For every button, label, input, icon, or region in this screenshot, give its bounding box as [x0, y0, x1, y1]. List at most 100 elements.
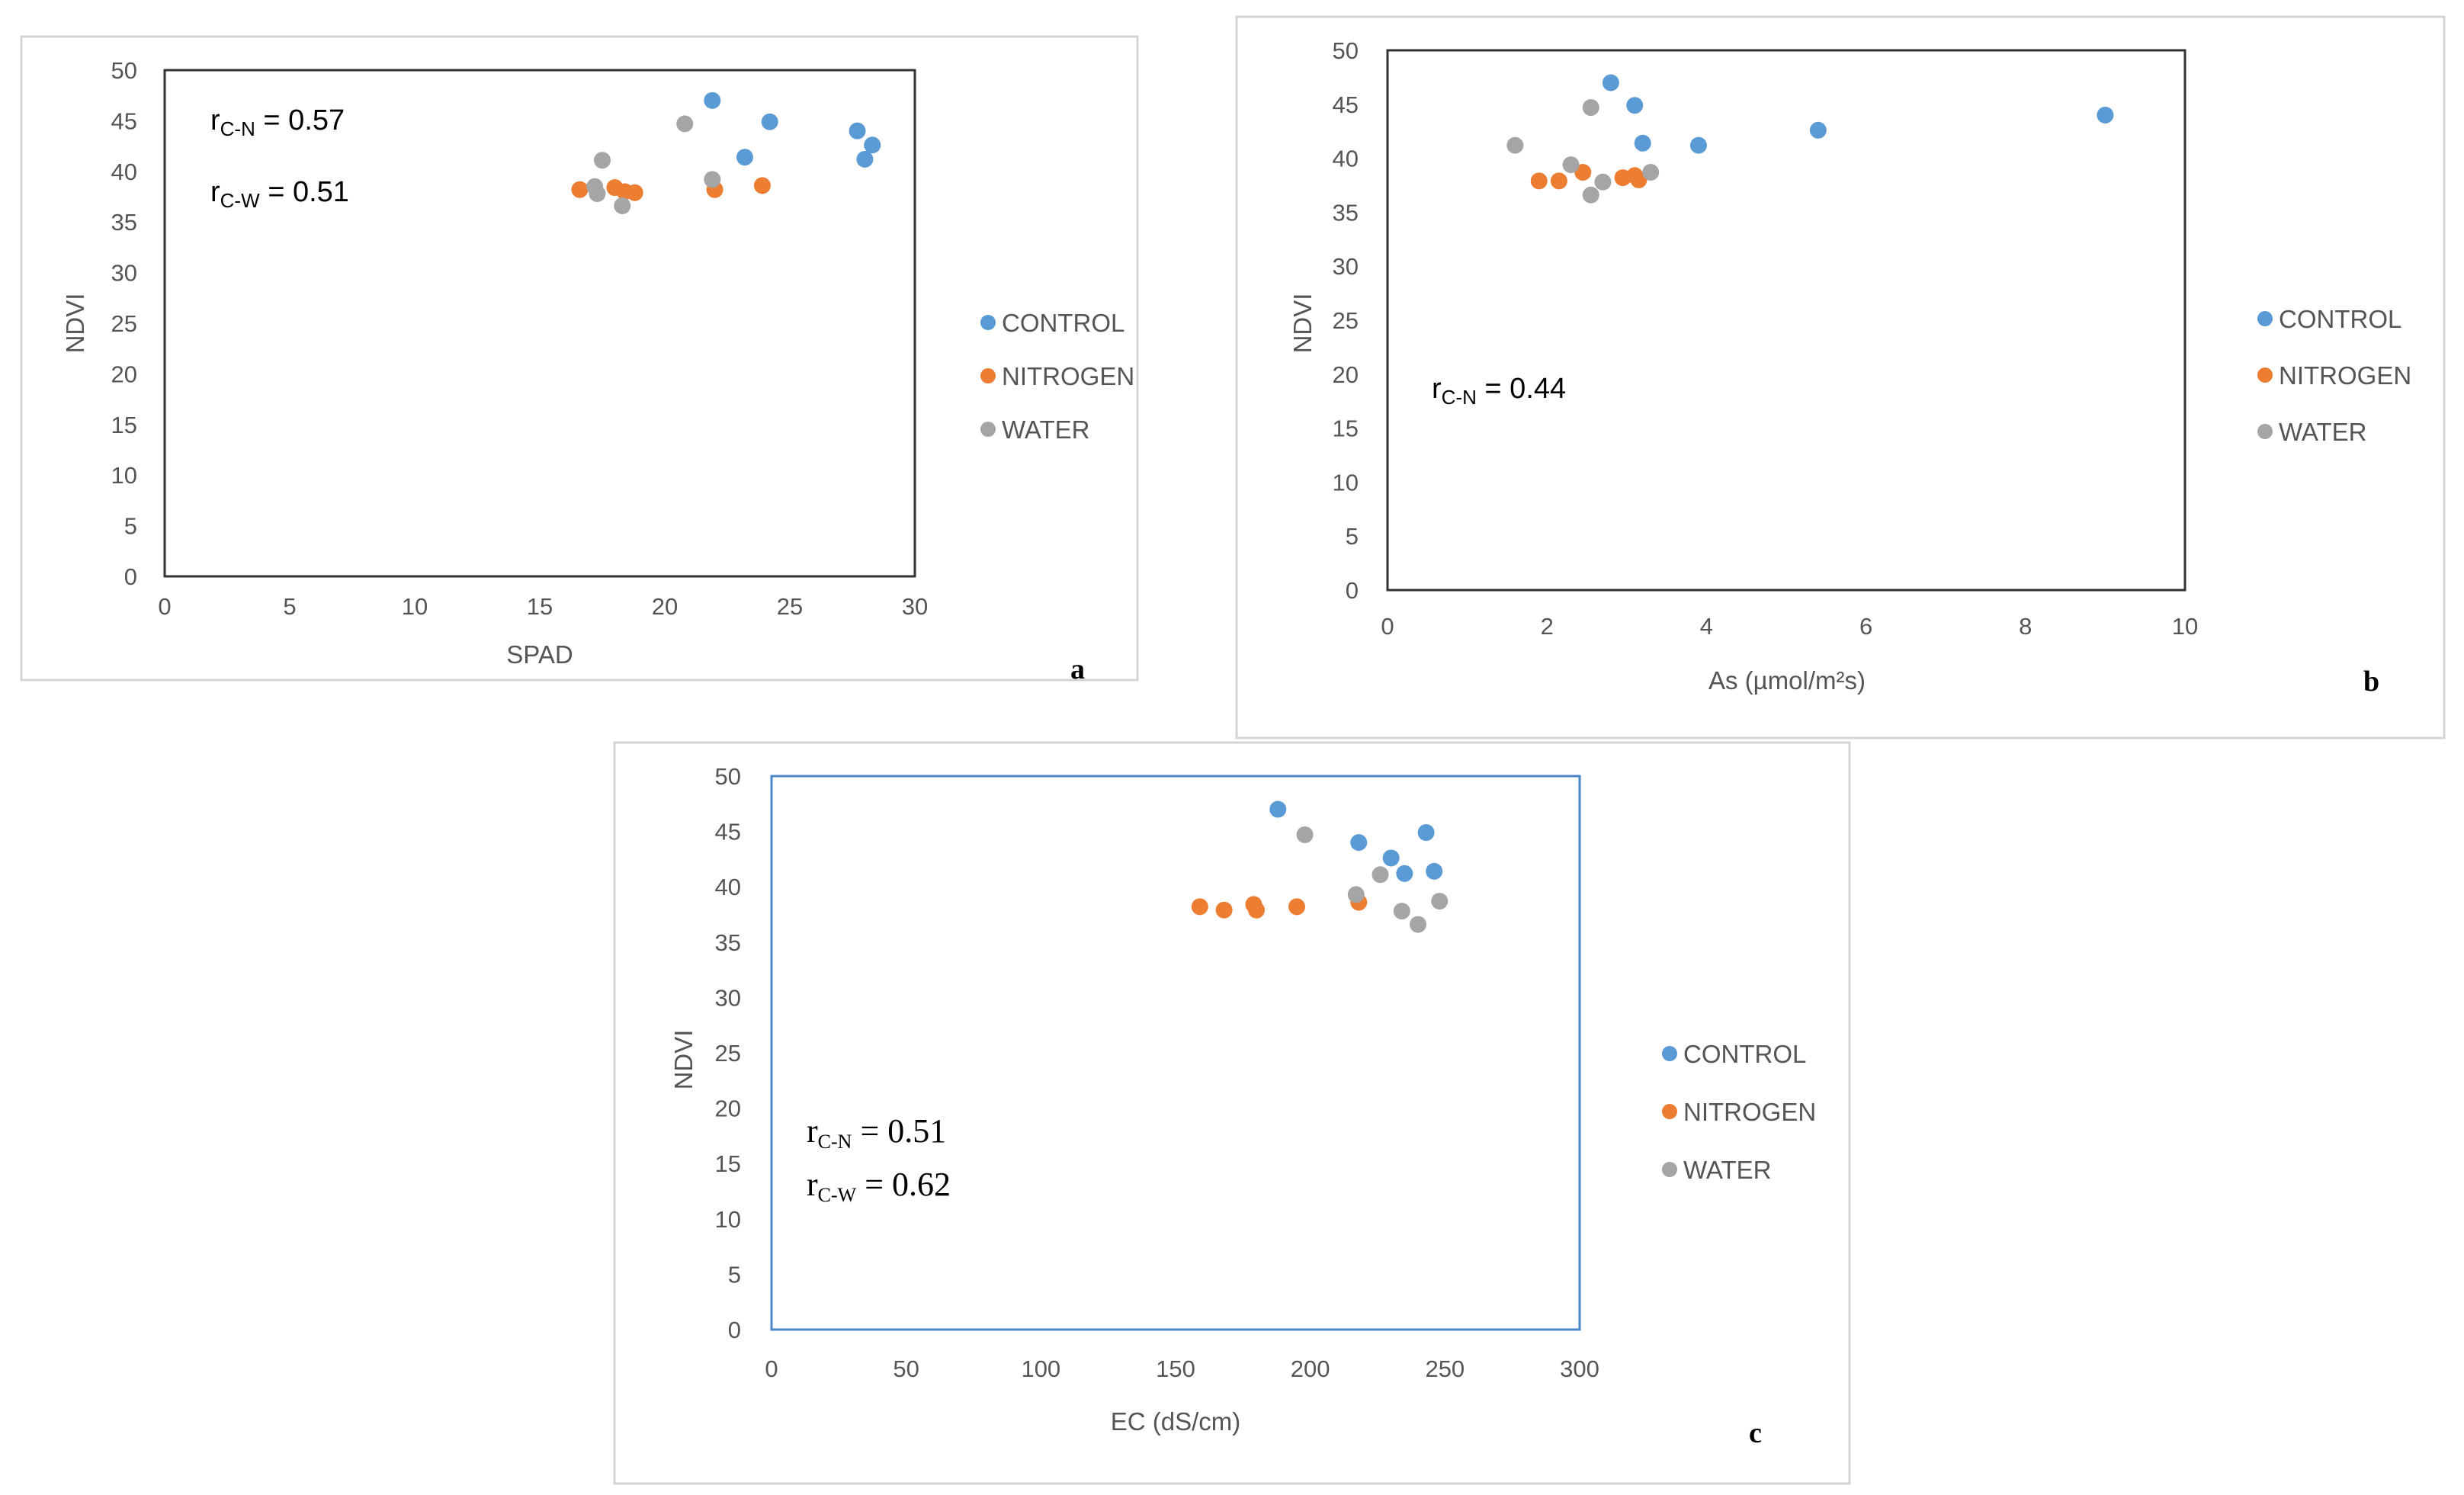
y-tick-label: 40: [111, 159, 137, 185]
legend-nitrogen-label: NITROGEN: [1002, 362, 1134, 390]
legend-water-marker: [980, 422, 996, 437]
correlation-annotation: rC-N = 0.57: [210, 104, 345, 140]
y-tick-label: 40: [715, 874, 741, 900]
water-point: [1506, 136, 1524, 154]
y-axis-title: NDVI: [1288, 294, 1317, 354]
water-point: [704, 171, 721, 188]
y-tick-label: 45: [1333, 91, 1359, 118]
y-tick-label: 30: [715, 984, 741, 1011]
y-tick-label: 20: [111, 361, 137, 387]
water-point: [1296, 826, 1314, 843]
y-tick-label: 25: [715, 1040, 741, 1067]
nitrogen-point: [1574, 164, 1592, 181]
plot-area: [770, 775, 1581, 1331]
plot-area: [1386, 49, 2186, 592]
y-tick-label: 15: [715, 1150, 741, 1177]
nitrogen-point: [1550, 172, 1567, 190]
water-point: [614, 197, 631, 214]
x-tick-label: 4: [1700, 613, 1713, 640]
y-tick-label: 50: [1333, 37, 1359, 64]
y-tick-label: 50: [111, 57, 137, 84]
x-axis-title: SPAD: [506, 640, 573, 669]
x-tick-label: 250: [1425, 1355, 1465, 1382]
legend-nitrogen-marker: [1662, 1104, 1677, 1119]
legend-nitrogen-marker: [980, 368, 996, 383]
x-tick-label: 150: [1156, 1355, 1195, 1382]
nitrogen-point: [626, 184, 643, 201]
x-tick-label: 5: [283, 593, 296, 620]
y-axis-title: NDVI: [669, 1030, 698, 1090]
water-point: [1347, 886, 1365, 903]
nitrogen-point: [753, 177, 771, 194]
x-tick-label: 30: [902, 593, 928, 620]
y-tick-label: 50: [715, 763, 741, 790]
y-tick-label: 35: [715, 929, 741, 956]
y-tick-label: 35: [1333, 199, 1359, 226]
control-point: [1809, 121, 1827, 139]
legend-water-label: WATER: [1002, 415, 1089, 444]
plot-area: [163, 69, 916, 578]
water-point: [589, 185, 606, 203]
y-tick-label: 10: [111, 462, 137, 489]
control-point: [1269, 800, 1287, 818]
legend-control-label: CONTROL: [2279, 305, 2401, 333]
legend-control-marker: [1662, 1046, 1677, 1061]
y-axis-title: NDVI: [61, 294, 89, 354]
control-point: [1634, 134, 1651, 152]
x-tick-label: 100: [1021, 1355, 1060, 1382]
legend-control-marker: [980, 315, 996, 330]
y-tick-label: 20: [715, 1096, 741, 1122]
y-tick-label: 40: [1333, 146, 1359, 172]
control-point: [1350, 834, 1368, 852]
control-point: [704, 91, 721, 109]
legend-nitrogen-marker: [2257, 367, 2273, 383]
y-tick-label: 30: [111, 260, 137, 287]
legend-nitrogen-label: NITROGEN: [2279, 361, 2411, 390]
control-point: [1689, 136, 1707, 154]
x-tick-label: 10: [402, 593, 428, 620]
x-tick-label: 0: [158, 593, 171, 620]
control-point: [864, 136, 881, 154]
panel-b: 0 5 10 15 20 25 30 35 40 45 50 0 2 4 6 8 10 As (µmol/m²s)…: [1235, 15, 2446, 739]
control-point: [736, 149, 753, 166]
control-point: [849, 122, 866, 140]
control-point: [856, 150, 874, 168]
panel-letter: b: [2363, 666, 2379, 698]
x-tick-label: 15: [527, 593, 553, 620]
y-tick-label: 15: [111, 412, 137, 438]
x-tick-label: 6: [1859, 613, 1872, 640]
nitrogen-point: [1248, 901, 1265, 919]
water-point: [1594, 173, 1612, 191]
y-tick-label: 45: [111, 107, 137, 134]
water-point: [1393, 903, 1410, 920]
water-point: [594, 152, 611, 169]
nitrogen-point: [1530, 172, 1548, 190]
nitrogen-point: [1630, 171, 1647, 188]
y-tick-label: 5: [124, 513, 137, 540]
y-tick-label: 20: [1333, 361, 1359, 388]
water-point: [1582, 99, 1599, 117]
legend-water-label: WATER: [2279, 418, 2366, 446]
water-point: [1410, 916, 1426, 933]
x-tick-label: 50: [893, 1355, 919, 1382]
nitrogen-point: [1288, 898, 1305, 916]
panel-c: 0 5 10 15 20 25 30 35 40 45 50 0 50 100 150 200 250 300 EC…: [613, 741, 1851, 1485]
y-tick-label: 30: [1333, 253, 1359, 280]
control-point: [761, 113, 778, 130]
panel-letter: a: [1070, 653, 1085, 685]
y-tick-label: 45: [715, 819, 741, 845]
water-point: [1431, 893, 1449, 910]
x-axis-title: As (µmol/m²s): [1708, 666, 1866, 695]
correlation-annotation: rC-W = 0.62: [807, 1166, 951, 1206]
y-tick-label: 5: [728, 1261, 741, 1288]
correlation-annotation: rC-N = 0.51: [807, 1112, 946, 1153]
y-tick-label: 15: [1333, 415, 1359, 442]
y-tick-label: 0: [728, 1317, 741, 1343]
water-point: [1582, 186, 1599, 204]
x-tick-label: 8: [2019, 613, 2032, 640]
x-tick-label: 200: [1291, 1355, 1330, 1382]
x-tick-label: 25: [777, 593, 803, 620]
y-tick-label: 0: [124, 563, 137, 590]
y-tick-label: 10: [715, 1206, 741, 1233]
